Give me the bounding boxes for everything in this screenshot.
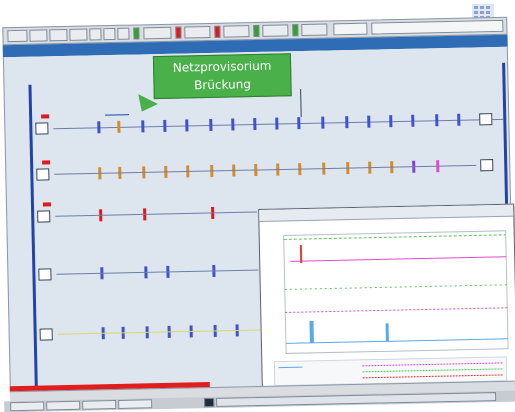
status-chip-green [133,27,140,40]
taskbar-chip[interactable] [204,397,215,408]
series-magenta [290,256,507,262]
spike-1 [309,320,314,343]
taskbar-button-1[interactable] [10,401,45,412]
status-chip-field[interactable] [184,25,211,39]
callout-line-2: Brückung [193,77,252,93]
annotation-callout: Netzprovisorium Brückung [152,53,292,100]
status-chip-red [214,25,221,38]
toolbar-button-2[interactable] [29,29,48,42]
feeder-box[interactable] [38,268,52,281]
toolbar-button-6[interactable] [103,27,116,41]
toolbar-button-7[interactable] [117,27,130,40]
taskbar-button-4[interactable] [118,399,153,409]
toolbar-button-5[interactable] [89,28,102,41]
trend-chart-window[interactable] [258,203,515,389]
status-chip-green [253,24,260,38]
alarm-flag [42,202,52,207]
series-green [283,234,506,240]
feeder-box-right[interactable] [480,159,494,172]
row-1-ticks [97,113,483,134]
series-green-2 [284,284,507,290]
status-chip-red [175,26,182,39]
status-chip-field[interactable] [301,23,328,37]
spike-2 [385,323,389,342]
bus-line-4 [56,269,259,275]
status-chip-field[interactable] [223,25,250,38]
toolbar-button-4[interactable] [69,28,88,41]
series-magenta-2 [285,307,508,313]
bus-line-2 [54,164,477,175]
value-display [333,22,368,36]
feeder-box[interactable] [37,210,51,223]
series-cyan [285,338,508,344]
alarm-flag [42,160,51,165]
feeder-box[interactable] [39,328,53,341]
status-chip-field[interactable] [262,24,289,37]
feeder-box-right[interactable] [479,113,493,126]
status-chip-field[interactable] [143,26,172,40]
plot-area [283,230,509,354]
toolbar-button-3[interactable] [49,28,68,42]
bus-line-5 [57,329,260,335]
trend-plot-svg [273,230,509,387]
value-display-wide [371,19,504,35]
feeder-box[interactable] [36,168,50,181]
taskbar-button-3[interactable] [82,400,117,410]
connector-line [300,89,302,118]
taskbar-button-2[interactable] [46,400,81,411]
marker-red [299,245,303,264]
toolbar-button-1[interactable] [7,29,28,43]
bus-ticks-svg [54,89,483,340]
bridge-marker [105,114,130,116]
network-diagram-canvas [2,46,515,392]
bus-line-3 [55,211,258,217]
status-chip-green [292,24,299,37]
